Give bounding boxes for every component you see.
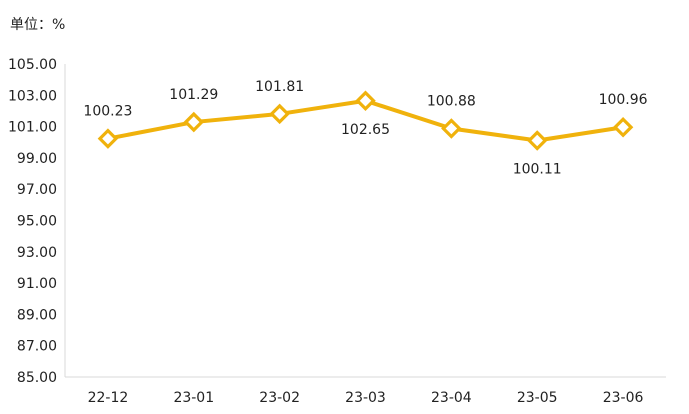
- x-tick-label: 23-03: [345, 390, 386, 406]
- y-tick-label: 93.00: [17, 245, 57, 261]
- data-point-marker: [183, 111, 205, 133]
- data-point-marker: [355, 90, 376, 112]
- data-label: 100.23: [83, 104, 132, 120]
- y-tick-label: 87.00: [17, 339, 57, 355]
- data-point-marker: [269, 103, 290, 125]
- x-tick-label: 23-05: [517, 390, 558, 406]
- data-label: 101.81: [255, 79, 304, 95]
- chart-axes: [64, 64, 666, 378]
- x-tick-label: 23-06: [603, 390, 644, 406]
- x-tick-label: 23-04: [431, 390, 472, 406]
- data-point-marker: [526, 130, 548, 151]
- x-tick-label: 23-01: [173, 390, 214, 406]
- y-tick-label: 95.00: [17, 214, 57, 230]
- data-label: 100.96: [599, 92, 648, 108]
- data-label: 101.29: [169, 87, 218, 103]
- data-point-marker: [97, 128, 119, 149]
- y-tick-label: 89.00: [17, 307, 57, 323]
- y-tick-label: 105.00: [8, 57, 57, 73]
- x-tick-label: 23-02: [259, 390, 300, 406]
- unit-label: 单位：%: [10, 17, 66, 33]
- y-tick-label: 101.00: [8, 120, 57, 136]
- y-tick-label: 91.00: [17, 276, 57, 292]
- data-label: 100.11: [513, 162, 562, 178]
- series-group: [97, 90, 634, 151]
- data-label: 100.88: [427, 93, 476, 109]
- x-tick-label: 22-12: [88, 390, 129, 406]
- data-point-marker: [441, 118, 462, 139]
- y-tick-label: 97.00: [17, 182, 57, 198]
- data-labels: 100.23 101.29 101.81 102.65 100.88 100.11 100.…: [83, 79, 647, 178]
- data-label: 102.65: [341, 122, 390, 138]
- x-axis-ticks: 22-12 23-01 23-02 23-03 23-04 23-05 23-06: [88, 390, 644, 406]
- data-point-marker: [612, 116, 634, 138]
- y-axis-ticks: 85.00 87.00 89.00 91.00 93.00 95.00 97.00 99.00…: [8, 57, 57, 386]
- y-tick-label: 85.00: [17, 370, 57, 386]
- y-tick-label: 99.00: [17, 151, 57, 167]
- y-tick-label: 103.00: [8, 88, 57, 104]
